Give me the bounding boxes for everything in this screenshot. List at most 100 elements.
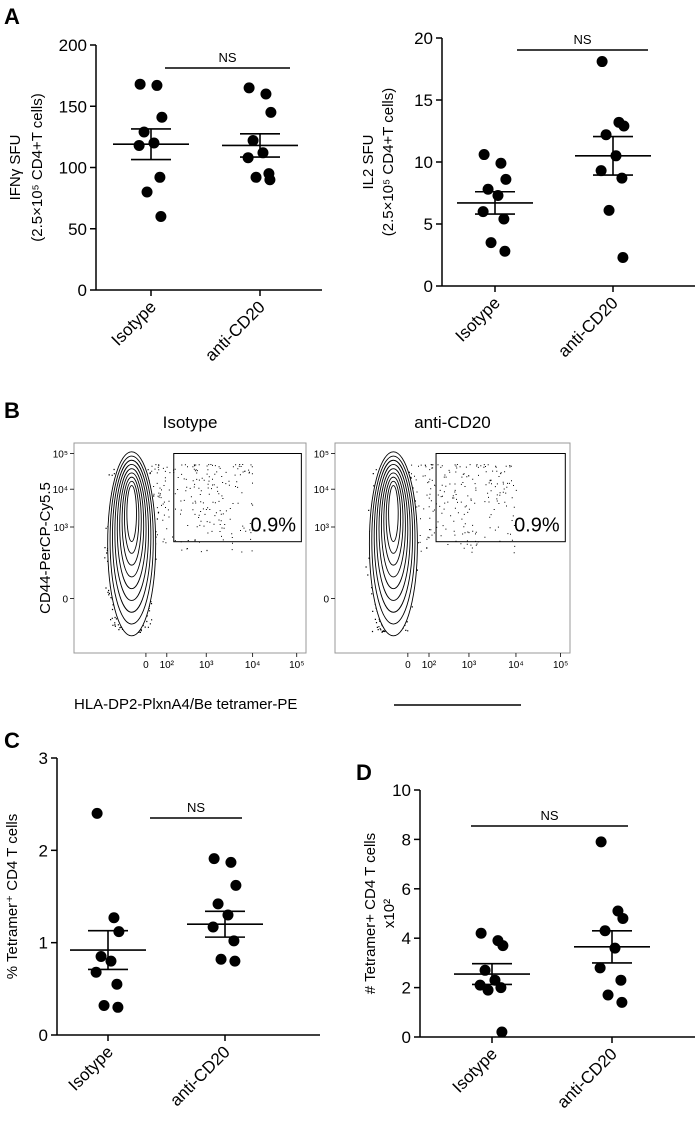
data-point [615, 974, 627, 986]
data-point [482, 183, 494, 195]
flow-y-tick-label: 10³ [315, 523, 330, 534]
y-axis-label: IL2 SFU [360, 134, 377, 189]
y-tick-label: 8 [402, 830, 411, 849]
contour-line [388, 485, 399, 543]
y-tick-label: 100 [59, 159, 87, 178]
series-anti-cd20 [574, 836, 650, 1008]
y-tick-label: 3 [39, 749, 48, 768]
flow-x-tick-label: 0 [405, 660, 411, 671]
data-point [247, 135, 259, 147]
dotplot-d: 0 2 4 6 8 10 Isotype anti-CD20 # Tetramer+ CD4 T… [362, 781, 695, 1112]
data-point [154, 171, 166, 183]
data-point [113, 926, 125, 938]
category-label: anti-CD20 [554, 293, 622, 361]
data-point [482, 984, 494, 996]
panel-label-d: D [356, 760, 372, 785]
flow-x-tick-label: 10⁴ [245, 660, 260, 671]
y-tick-label: 0 [78, 281, 87, 300]
series-anti-cd20 [187, 853, 263, 967]
data-point [600, 129, 612, 141]
category-label: Isotype [449, 1044, 501, 1096]
series-isotype [457, 149, 533, 257]
dotplot-c: 0 1 2 3 Isotype anti-CD20 % Tetramer⁺ CD4 T ce… [4, 749, 320, 1110]
y-tick-label: 50 [68, 220, 87, 239]
significance-label: NS [187, 800, 205, 815]
series-isotype [70, 807, 146, 1013]
y-tick-label: 6 [402, 880, 411, 899]
y-tick-label: 5 [424, 215, 433, 234]
contour-line [119, 472, 145, 578]
flow-x-tick-label: 10⁴ [508, 660, 523, 671]
data-point [478, 149, 490, 161]
category-label: anti-CD20 [201, 297, 269, 365]
flow-y-tick-label: 10⁵ [314, 450, 329, 461]
y-tick-label: 10 [392, 781, 411, 800]
flow-y-tick-label: 0 [323, 594, 329, 605]
flow-y-axis-label: CD44-PerCP-Cy5.5 [37, 482, 54, 614]
data-point [594, 962, 606, 974]
data-point [148, 137, 160, 149]
cell-events-sparse [148, 464, 254, 553]
data-point [207, 921, 219, 933]
category-label: anti-CD20 [166, 1042, 234, 1110]
data-point [212, 898, 224, 910]
data-point [264, 174, 276, 186]
data-point [479, 964, 491, 976]
flow-y-tick-label: 10³ [54, 523, 69, 534]
data-point [111, 978, 123, 990]
flow-x-tick-label: 10² [422, 660, 437, 671]
data-point [477, 206, 489, 218]
contour-line [378, 468, 409, 590]
data-point [495, 157, 507, 169]
data-point [603, 204, 615, 216]
contour-line [383, 476, 404, 566]
contour-line [376, 464, 411, 601]
contour-line [121, 476, 142, 566]
panel-label-a: A [4, 4, 20, 29]
y-tick-label: 4 [402, 929, 411, 948]
data-point [475, 927, 487, 939]
y-tick-label: 20 [414, 29, 433, 48]
y-axis-label: IFNγ SFU [7, 135, 24, 201]
y-tick-label: 0 [39, 1026, 48, 1045]
data-point [596, 56, 608, 68]
flow-y-tick-label: 10⁴ [314, 485, 329, 496]
flow-x-tick-label: 10³ [199, 660, 214, 671]
data-point [141, 186, 153, 198]
category-label: Isotype [452, 293, 504, 345]
category-label: anti-CD20 [553, 1044, 621, 1112]
y-axis-label: % Tetramer⁺ CD4 T cells [4, 814, 21, 979]
flow-y-tick-label: 10⁴ [53, 485, 68, 496]
data-point [498, 213, 510, 225]
data-point [230, 879, 242, 891]
flow-y-tick-label: 0 [62, 594, 68, 605]
significance-label: NS [540, 808, 558, 823]
flow-plot-anti-cd20: anti-CD20 0.9% 0 10² 10³ 10⁴ 10⁵ 0 10³ 10⁴ 10⁵ [314, 413, 571, 671]
data-point [95, 951, 107, 963]
data-point [105, 955, 117, 967]
data-point [609, 942, 621, 954]
contour-line [385, 480, 402, 554]
data-point [112, 1001, 124, 1013]
category-label: Isotype [108, 297, 160, 349]
y-tick-label: 0 [424, 277, 433, 296]
data-point [616, 996, 628, 1008]
panel-label-c: C [4, 728, 20, 753]
series-anti-cd20 [222, 82, 298, 186]
data-point [618, 120, 630, 132]
y-tick-label: 2 [39, 841, 48, 860]
contour-line [380, 472, 406, 578]
y-tick-label: 150 [59, 97, 87, 116]
y-axis-label: # Tetramer+ CD4 T cells [362, 833, 379, 994]
data-point [215, 953, 227, 965]
data-point [500, 173, 512, 185]
flow-y-tick-label: 10⁵ [53, 450, 68, 461]
flow-x-tick-label: 0 [143, 660, 149, 671]
contour-line [109, 455, 154, 625]
flow-x-tick-label: 10⁵ [289, 660, 304, 671]
flow-plot-frame [73, 442, 307, 654]
y-tick-label: 2 [402, 979, 411, 998]
data-point [156, 111, 168, 123]
contour-line [114, 464, 149, 601]
